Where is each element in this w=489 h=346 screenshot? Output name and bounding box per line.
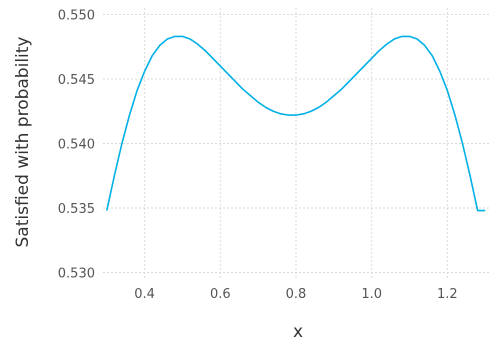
y-tick-label: 0.530: [58, 267, 95, 282]
y-axis-ticks: 0.530 0.535 0.540 0.545 0.550: [58, 8, 95, 281]
x-axis-label: x: [293, 322, 303, 342]
x-tick-label: 1.0: [361, 287, 382, 302]
x-axis-ticks: 0.4 0.6 0.8 1.0 1.2: [134, 287, 457, 302]
x-tick-label: 0.8: [286, 287, 307, 302]
y-tick-label: 0.550: [58, 8, 95, 23]
x-tick-label: 1.2: [437, 287, 458, 302]
grid: [103, 8, 489, 279]
x-tick-label: 0.6: [210, 287, 231, 302]
series-line: [105, 35, 486, 212]
y-tick-label: 0.545: [58, 73, 95, 88]
y-tick-label: 0.540: [58, 138, 95, 153]
series-layer: [105, 35, 486, 212]
y-axis-label: Satisfied with probability: [13, 37, 33, 248]
y-tick-label: 0.535: [58, 202, 95, 217]
x-tick-label: 0.4: [134, 287, 155, 302]
